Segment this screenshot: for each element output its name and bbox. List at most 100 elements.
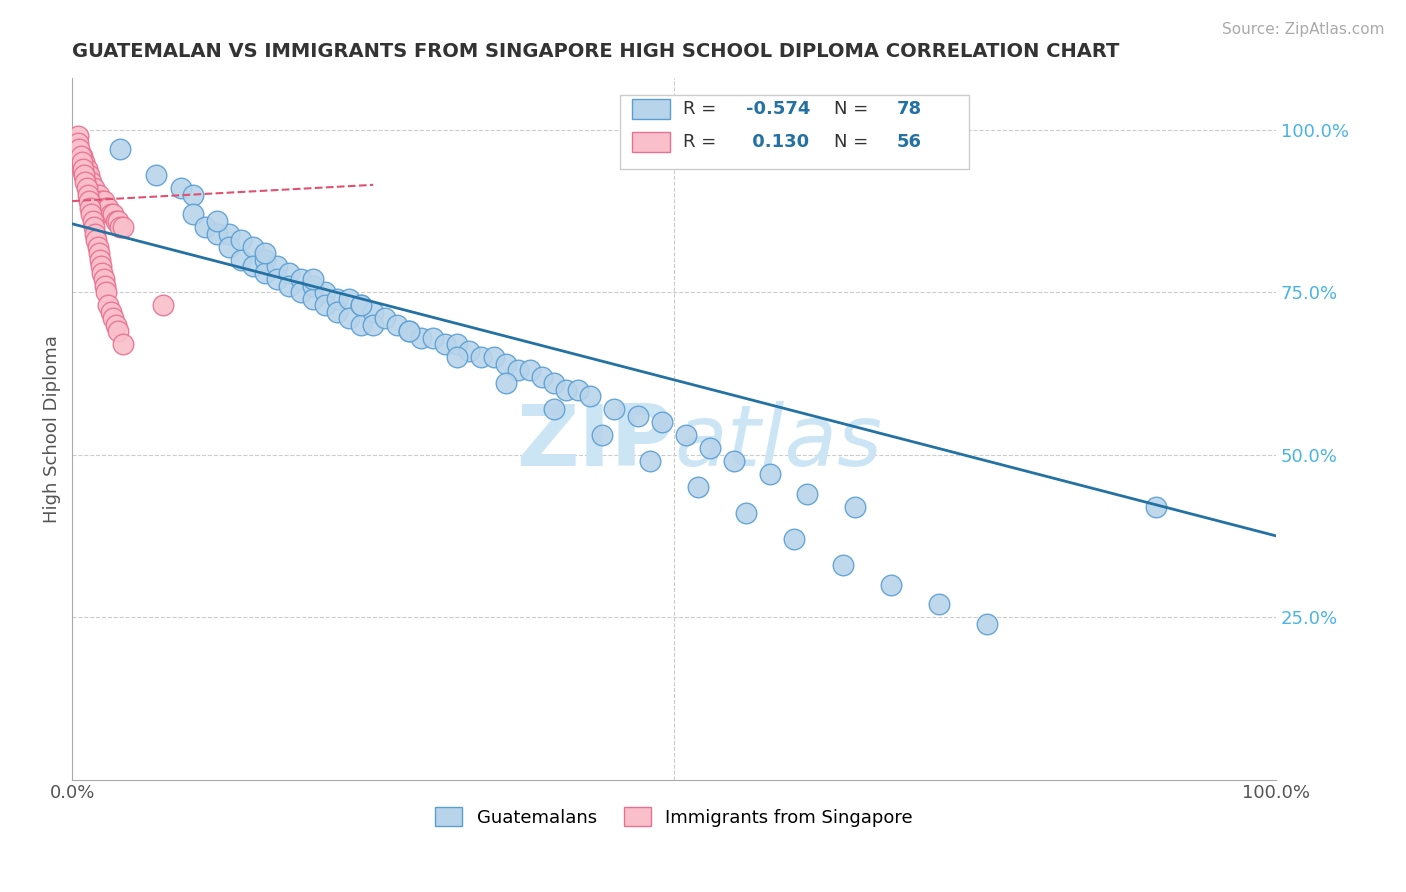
Point bbox=[76, 161, 98, 176]
Point bbox=[519, 363, 541, 377]
Point bbox=[314, 285, 336, 299]
Y-axis label: High School Diploma: High School Diploma bbox=[44, 334, 60, 523]
Point bbox=[79, 201, 101, 215]
Point bbox=[253, 252, 276, 267]
Point bbox=[69, 142, 91, 156]
Point bbox=[107, 324, 129, 338]
Point bbox=[302, 292, 325, 306]
Point bbox=[111, 220, 134, 235]
Point bbox=[446, 350, 468, 364]
Point bbox=[73, 155, 96, 169]
Point bbox=[194, 220, 217, 235]
Point bbox=[495, 357, 517, 371]
Point bbox=[67, 142, 90, 156]
Text: 0.130: 0.130 bbox=[747, 133, 810, 151]
Point bbox=[266, 259, 288, 273]
Point bbox=[976, 616, 998, 631]
Text: R =: R = bbox=[682, 100, 721, 118]
Point bbox=[84, 233, 107, 247]
Point bbox=[398, 324, 420, 338]
Point bbox=[205, 213, 228, 227]
Text: 56: 56 bbox=[897, 133, 922, 151]
Point bbox=[86, 239, 108, 253]
Point bbox=[83, 181, 105, 195]
Point bbox=[302, 272, 325, 286]
Point bbox=[181, 187, 204, 202]
Point bbox=[76, 175, 98, 189]
Text: GUATEMALAN VS IMMIGRANTS FROM SINGAPORE HIGH SCHOOL DIPLOMA CORRELATION CHART: GUATEMALAN VS IMMIGRANTS FROM SINGAPORE … bbox=[72, 42, 1119, 61]
Point bbox=[100, 304, 122, 318]
Point bbox=[67, 155, 90, 169]
Point bbox=[91, 266, 114, 280]
Point bbox=[104, 213, 127, 227]
Point bbox=[506, 363, 529, 377]
Point bbox=[844, 500, 866, 514]
Point bbox=[94, 201, 117, 215]
Legend: Guatemalans, Immigrants from Singapore: Guatemalans, Immigrants from Singapore bbox=[427, 800, 921, 834]
Point bbox=[422, 330, 444, 344]
Point bbox=[90, 259, 112, 273]
Point bbox=[458, 343, 481, 358]
Point bbox=[77, 168, 100, 182]
Point bbox=[735, 506, 758, 520]
Point bbox=[880, 577, 903, 591]
Point bbox=[627, 409, 650, 423]
Point bbox=[688, 480, 710, 494]
Point bbox=[374, 311, 396, 326]
Point bbox=[77, 181, 100, 195]
Text: -0.574: -0.574 bbox=[747, 100, 811, 118]
Point bbox=[638, 454, 661, 468]
Point bbox=[80, 207, 103, 221]
Point bbox=[928, 597, 950, 611]
Point bbox=[80, 175, 103, 189]
Point bbox=[67, 136, 90, 150]
Point bbox=[97, 298, 120, 312]
Point bbox=[277, 278, 299, 293]
Point bbox=[82, 213, 104, 227]
Point bbox=[70, 148, 93, 162]
Point bbox=[290, 272, 312, 286]
Point bbox=[530, 369, 553, 384]
Point bbox=[101, 207, 124, 221]
Point bbox=[290, 285, 312, 299]
Point bbox=[242, 259, 264, 273]
Point bbox=[229, 233, 252, 247]
Point bbox=[675, 428, 697, 442]
Point bbox=[111, 337, 134, 351]
Text: 78: 78 bbox=[897, 100, 922, 118]
Point bbox=[266, 272, 288, 286]
Point bbox=[277, 266, 299, 280]
Point bbox=[101, 311, 124, 326]
Point bbox=[350, 318, 373, 332]
Point bbox=[94, 285, 117, 299]
Point bbox=[70, 161, 93, 176]
Point bbox=[723, 454, 745, 468]
Point bbox=[90, 194, 112, 208]
Point bbox=[67, 129, 90, 144]
Point bbox=[411, 330, 433, 344]
Text: atlas: atlas bbox=[673, 401, 882, 484]
Point bbox=[1144, 500, 1167, 514]
FancyBboxPatch shape bbox=[631, 132, 671, 152]
Point bbox=[543, 376, 565, 390]
Point bbox=[76, 181, 98, 195]
Point bbox=[783, 532, 806, 546]
Point bbox=[84, 187, 107, 202]
Point bbox=[83, 220, 105, 235]
Point bbox=[651, 415, 673, 429]
Point bbox=[93, 272, 115, 286]
Point bbox=[110, 220, 132, 235]
Point bbox=[100, 207, 122, 221]
Point bbox=[97, 201, 120, 215]
Point bbox=[107, 213, 129, 227]
Point bbox=[579, 389, 602, 403]
Point bbox=[152, 298, 174, 312]
Point bbox=[89, 252, 111, 267]
Point bbox=[567, 383, 589, 397]
Point bbox=[350, 298, 373, 312]
Point bbox=[87, 246, 110, 260]
Point bbox=[242, 239, 264, 253]
Point bbox=[482, 350, 505, 364]
Point bbox=[470, 350, 492, 364]
Point bbox=[104, 318, 127, 332]
